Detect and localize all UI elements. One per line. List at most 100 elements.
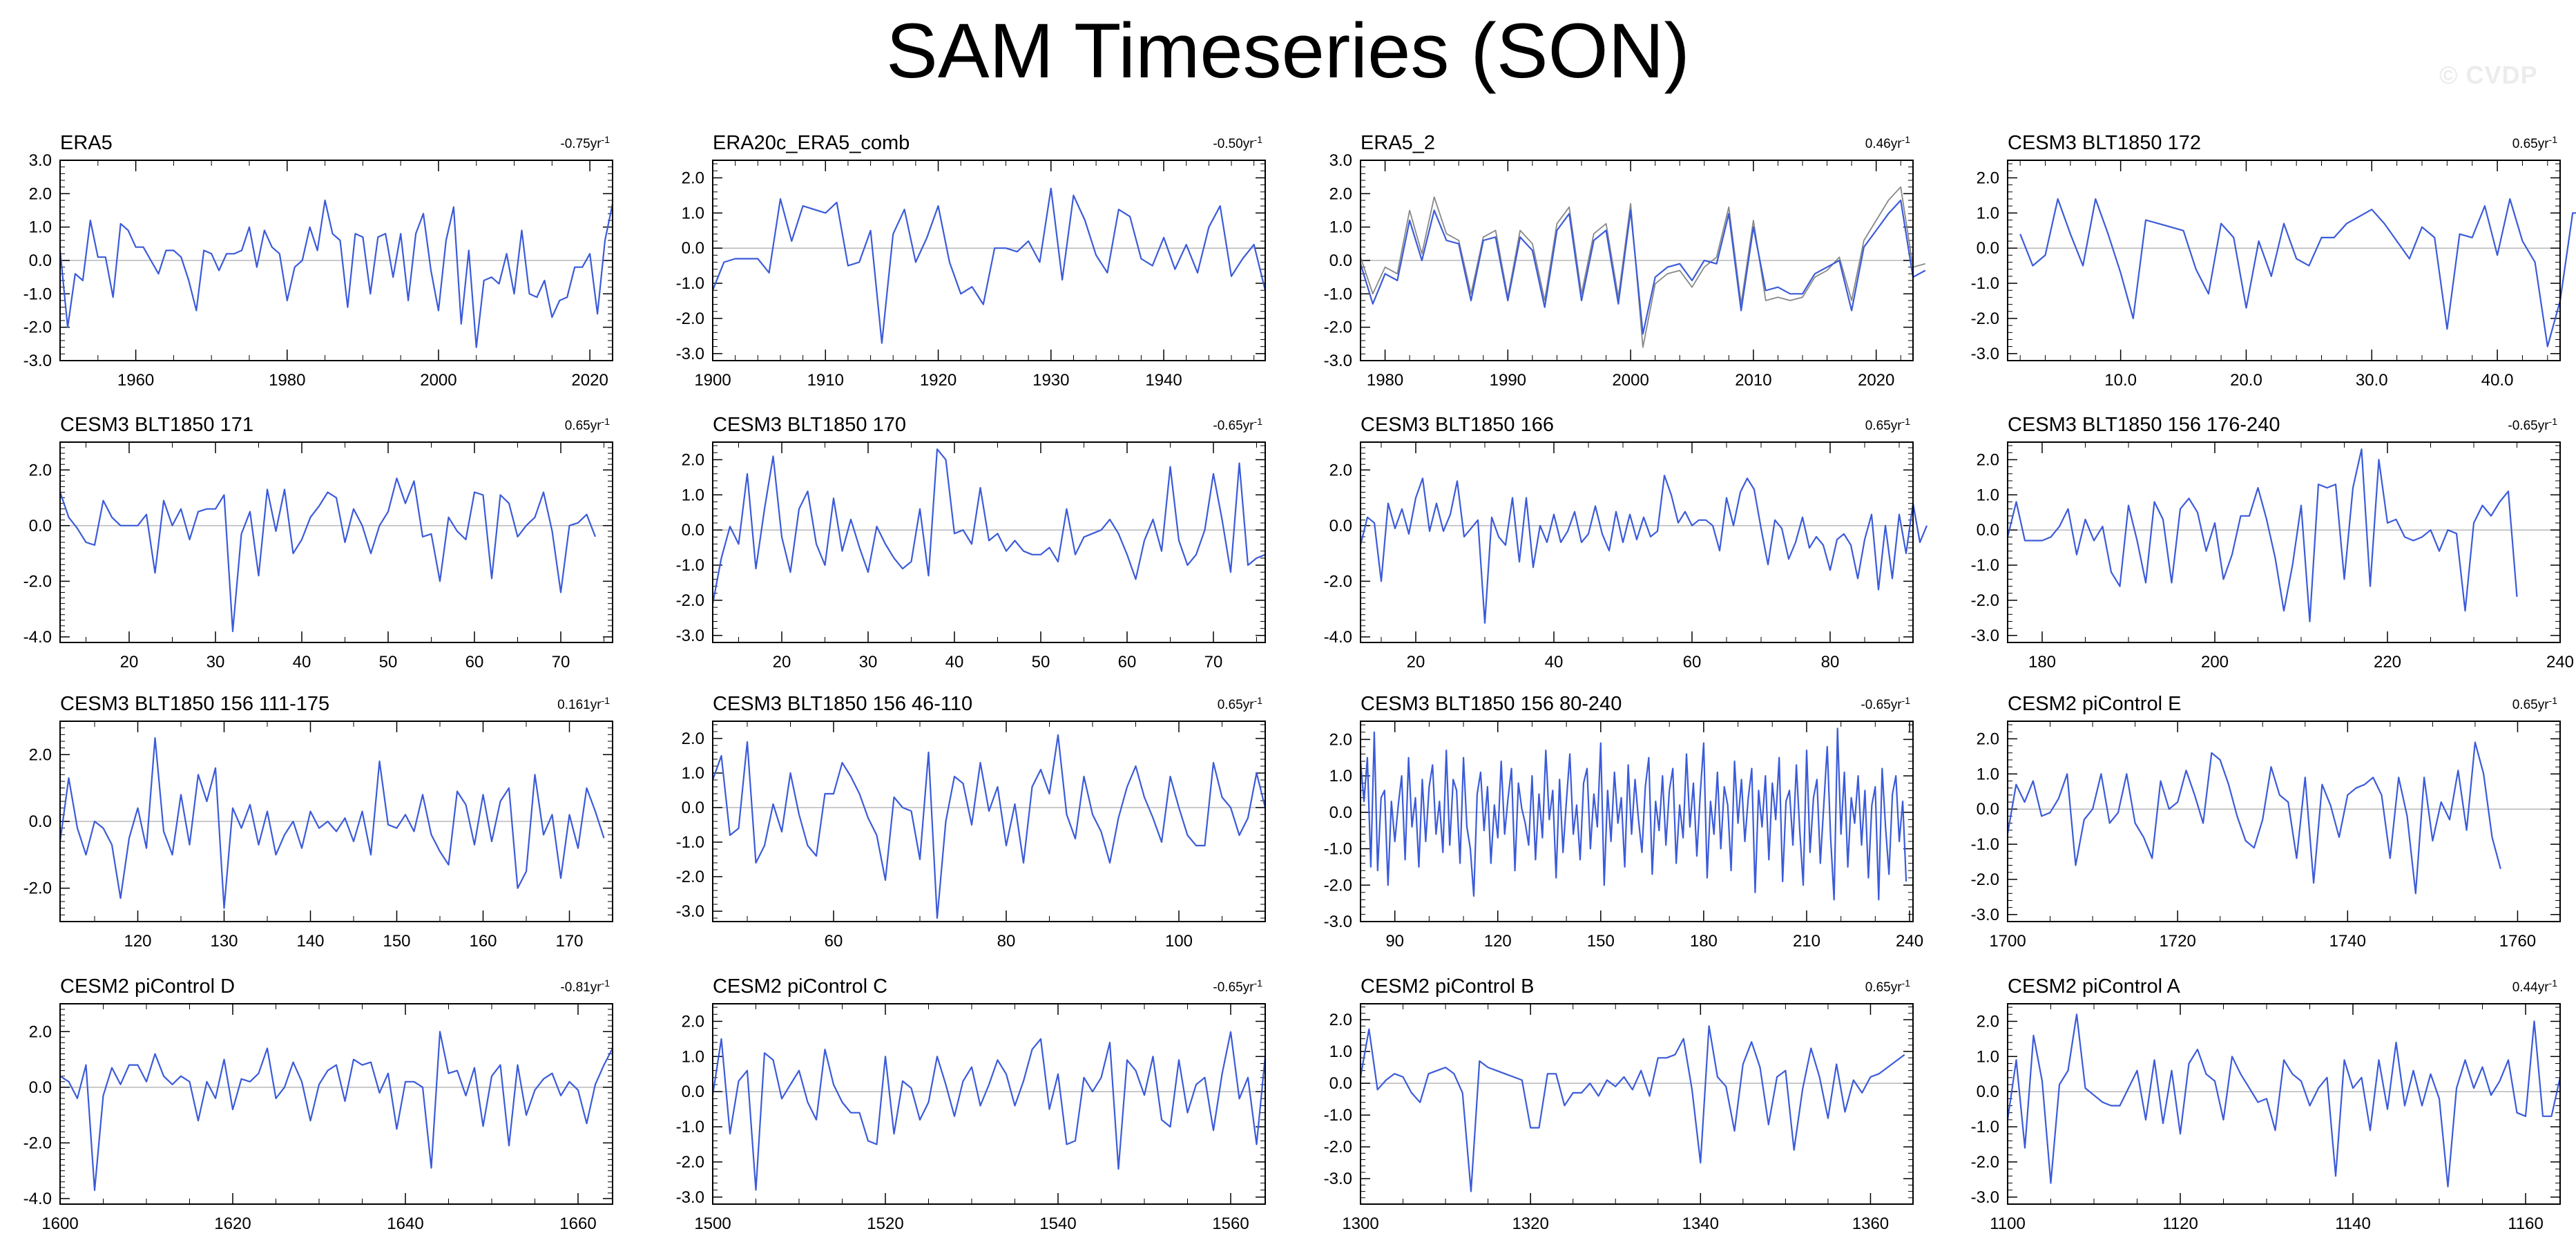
x-tick-label: 1960 bbox=[117, 371, 154, 390]
y-tick-label: -2.0 bbox=[1971, 309, 1999, 328]
y-tick-label: -3.0 bbox=[676, 1188, 704, 1207]
series-line bbox=[1359, 475, 1928, 624]
x-tick-label: 1540 bbox=[1039, 1214, 1076, 1233]
y-tick-label: -1.0 bbox=[676, 833, 704, 852]
y-tick-label: 1.0 bbox=[682, 764, 704, 783]
x-tick-label: 1100 bbox=[1990, 1214, 2026, 1233]
plot-frame bbox=[712, 441, 1266, 643]
series-line bbox=[711, 734, 1267, 919]
chart-panel: CESM2 piControl C -0.65yr-1 -3.0 -2.0 -1.0 0.… bbox=[676, 975, 1267, 1233]
x-tick-label: 1940 bbox=[1145, 371, 1182, 390]
plot-frame bbox=[59, 160, 613, 361]
y-tick-label: -2.0 bbox=[23, 879, 52, 898]
y-tick-label: 1.0 bbox=[1977, 204, 1999, 222]
y-tick-label: 2.0 bbox=[682, 730, 704, 748]
y-tick-label: -2.0 bbox=[676, 1153, 704, 1172]
y-tick-label: 0.0 bbox=[1329, 251, 1352, 270]
y-tick-label: 0.0 bbox=[682, 521, 704, 540]
x-tick-label: 70 bbox=[552, 653, 570, 671]
y-tick-label: 0.0 bbox=[1977, 1083, 1999, 1101]
x-tick-label: 1320 bbox=[1512, 1214, 1548, 1233]
y-tick-label: 1.0 bbox=[1329, 218, 1352, 237]
x-tick-label: 1140 bbox=[2335, 1214, 2371, 1233]
x-tick-label: 2020 bbox=[571, 371, 608, 390]
series-line bbox=[59, 737, 605, 909]
x-tick-label: 120 bbox=[1484, 932, 1512, 951]
series-line bbox=[711, 1031, 1267, 1191]
y-tick-label: 0.0 bbox=[682, 799, 704, 817]
y-tick-label: -2.0 bbox=[676, 868, 704, 886]
plot-frame bbox=[59, 1003, 613, 1205]
panel-title: CESM3 BLT1850 172 bbox=[2008, 132, 2201, 154]
watermark: © CVDP bbox=[2439, 61, 2538, 89]
x-tick-label: 90 bbox=[1385, 932, 1404, 951]
y-tick-label: -3.0 bbox=[1324, 352, 1352, 370]
x-tick-label: 130 bbox=[210, 932, 238, 951]
panel-title: CESM3 BLT1850 166 bbox=[1361, 414, 1554, 436]
plot-frame bbox=[59, 441, 613, 643]
panel-title: CESM3 BLT1850 156 80-240 bbox=[1361, 693, 1622, 715]
panel-title: CESM3 BLT1850 156 46-110 bbox=[713, 693, 972, 715]
x-tick-label: 80 bbox=[997, 932, 1016, 951]
x-tick-label: 1930 bbox=[1032, 371, 1069, 390]
trend-label: -0.81yr-1 bbox=[560, 978, 610, 995]
x-tick-label: 20.0 bbox=[2230, 371, 2262, 390]
y-tick-label: 1.0 bbox=[682, 486, 704, 504]
series-line bbox=[1359, 727, 1907, 901]
y-tick-label: -3.0 bbox=[1324, 913, 1352, 931]
x-tick-label: 40 bbox=[945, 653, 964, 671]
trend-label: 0.65yr-1 bbox=[565, 416, 610, 433]
y-tick-label: -3.0 bbox=[1971, 627, 1999, 645]
y-tick-label: 0.0 bbox=[29, 517, 52, 535]
y-tick-label: -2.0 bbox=[1324, 318, 1352, 337]
x-tick-label: 160 bbox=[469, 932, 497, 951]
x-tick-label: 180 bbox=[1690, 932, 1718, 951]
y-tick-label: 1.0 bbox=[682, 1047, 704, 1066]
chart-panel: ERA20c_ERA5_comb -0.50yr-1 -3.0 -2.0 -1.0 0.0… bbox=[676, 132, 1267, 390]
series-line bbox=[2006, 741, 2501, 895]
y-tick-label: 3.0 bbox=[29, 151, 52, 170]
y-tick-label: -2.0 bbox=[676, 309, 704, 328]
y-tick-label: 2.0 bbox=[1977, 450, 1999, 469]
y-tick-label: 0.0 bbox=[682, 239, 704, 258]
chart-panel: CESM2 piControl D -0.81yr-1 -4.0 -2.0 0.0 2.0… bbox=[23, 975, 613, 1233]
plot-frame bbox=[59, 721, 613, 922]
chart-panel: CESM3 BLT1850 156 176-240 -0.65yr-1 -3.0 -2… bbox=[1971, 414, 2574, 671]
y-tick-label: -1.0 bbox=[1324, 1106, 1352, 1125]
y-tick-label: -1.0 bbox=[1971, 835, 1999, 854]
x-tick-label: 20 bbox=[120, 653, 139, 671]
x-tick-label: 1340 bbox=[1682, 1214, 1719, 1233]
x-tick-label: 120 bbox=[124, 932, 151, 951]
x-tick-label: 60 bbox=[1683, 653, 1702, 671]
y-tick-label: 1.0 bbox=[1977, 486, 1999, 504]
x-tick-label: 1600 bbox=[41, 1214, 78, 1233]
x-tick-label: 1760 bbox=[2499, 932, 2536, 951]
chart-panel: CESM3 BLT1850 166 0.65yr-1 -4.0 -2.0 0.0 2.0 2… bbox=[1324, 414, 1928, 671]
trend-label: -0.65yr-1 bbox=[1213, 978, 1262, 995]
y-tick-label: 0.0 bbox=[29, 812, 52, 831]
trend-label: -0.75yr-1 bbox=[560, 134, 610, 151]
x-tick-label: 210 bbox=[1793, 932, 1820, 951]
x-tick-label: 30 bbox=[859, 653, 878, 671]
x-tick-label: 1920 bbox=[920, 371, 957, 390]
y-tick-label: -3.0 bbox=[1324, 1170, 1352, 1188]
panel-title: ERA5_2 bbox=[1361, 132, 1435, 154]
y-tick-label: 2.0 bbox=[1977, 730, 1999, 748]
x-tick-label: 1120 bbox=[2162, 1214, 2198, 1233]
series-line bbox=[2006, 448, 2518, 622]
y-tick-label: 3.0 bbox=[1329, 151, 1352, 170]
x-tick-label: 2010 bbox=[1735, 371, 1771, 390]
x-tick-label: 1360 bbox=[1852, 1214, 1889, 1233]
trend-label: -0.65yr-1 bbox=[1213, 416, 1262, 433]
x-tick-label: 40.0 bbox=[2481, 371, 2514, 390]
trend-label: 0.65yr-1 bbox=[1865, 978, 1910, 995]
x-tick-label: 150 bbox=[383, 932, 410, 951]
plot-frame bbox=[712, 721, 1266, 922]
x-tick-label: 20 bbox=[773, 653, 791, 671]
y-tick-label: -4.0 bbox=[23, 1190, 52, 1208]
series-line bbox=[59, 477, 597, 632]
y-tick-label: -3.0 bbox=[1971, 1188, 1999, 1207]
y-tick-label: 0.0 bbox=[29, 251, 52, 270]
x-tick-label: 1160 bbox=[2508, 1214, 2544, 1233]
